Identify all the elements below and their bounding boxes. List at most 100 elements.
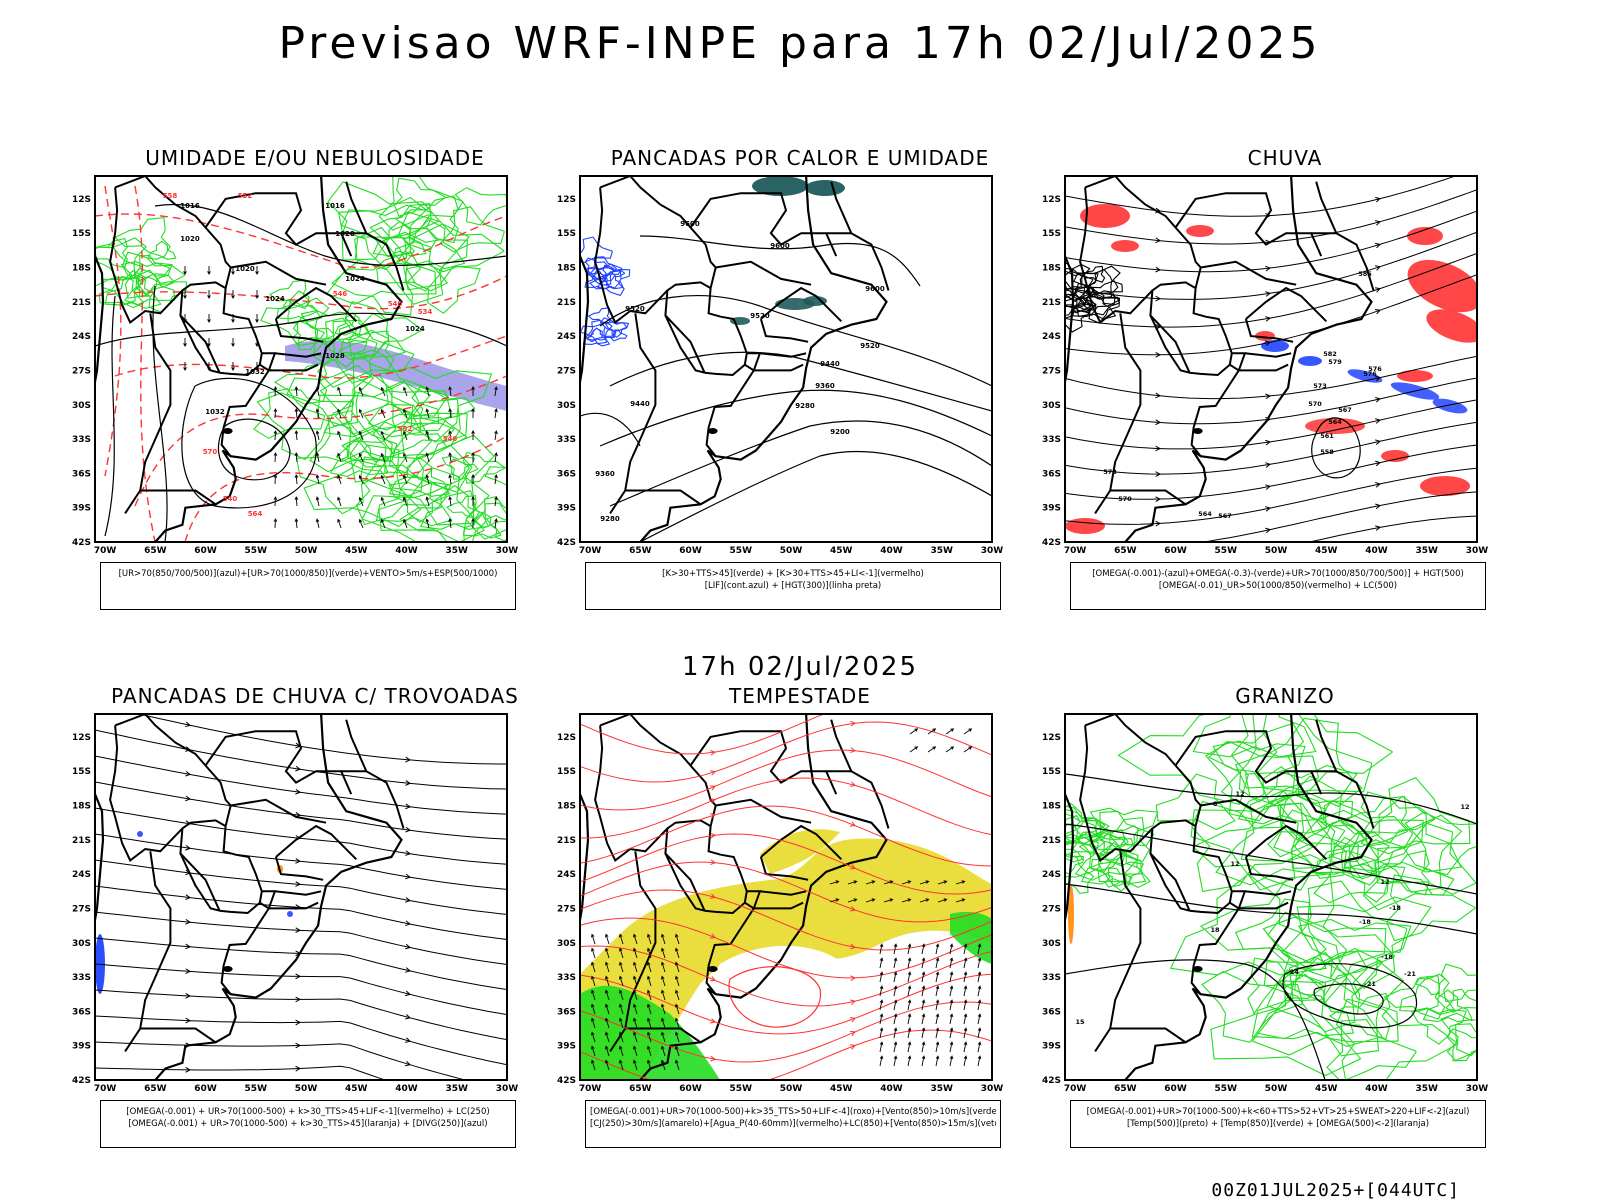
- lon-tick-label: 65W: [144, 546, 167, 556]
- lat-tick-label: 21S: [1042, 298, 1061, 308]
- omega-shade: [1298, 356, 1322, 366]
- panel-title: CHUVA: [1065, 146, 1505, 170]
- lon-tick-label: 70W: [1064, 1084, 1087, 1094]
- lon-tick-label: 60W: [194, 1084, 217, 1094]
- lon-tick-label: 60W: [1164, 1084, 1187, 1094]
- contour-label: -24: [1287, 968, 1299, 976]
- map-canvas: 9600960096009520952095209440944093609360…: [580, 176, 1020, 556]
- contour-label: 564: [1328, 418, 1342, 426]
- streamline-arrow: [1155, 545, 1160, 550]
- lon-tick-label: 70W: [579, 1084, 602, 1094]
- map-canvas: 12121212-18-18-21-24-21-181518612S15S18S…: [1065, 714, 1505, 1094]
- contour-label: 9360: [815, 382, 835, 390]
- rain-shade: [1381, 450, 1409, 462]
- contour-label: -21: [1364, 980, 1376, 988]
- contour-label: 9440: [630, 400, 650, 408]
- lon-tick-label: 35W: [446, 546, 469, 556]
- contour-label: 582: [1323, 350, 1337, 358]
- legend-line: [OMEGA(-0.001) + UR>70(1000-500) + k>30_…: [105, 1118, 511, 1130]
- lon-tick-label: 70W: [94, 1084, 117, 1094]
- contour-label: 558: [163, 192, 178, 200]
- lat-tick-label: 18S: [1042, 264, 1061, 274]
- lat-tick-label: 18S: [557, 802, 576, 812]
- contour-label: 9280: [795, 402, 815, 410]
- lon-tick-label: 30W: [496, 1084, 519, 1094]
- contour-label: 567: [1218, 512, 1232, 520]
- contour-label: 9600: [680, 220, 700, 228]
- lat-tick-label: 39S: [72, 504, 91, 514]
- lon-tick-label: 50W: [1265, 546, 1288, 556]
- lat-tick-label: 30S: [557, 939, 576, 949]
- lat-tick-label: 42S: [72, 538, 91, 548]
- legend-box: [OMEGA(-0.001)-(azul)+OMEGA(-0.3)-(verde…: [1070, 562, 1486, 610]
- contour-label: 561: [1320, 432, 1334, 440]
- streamline-arrow: [186, 1092, 190, 1097]
- legend-line: [CJ(250)>30m/s](amarelo)+[Agua_P(40-60mm…: [590, 1118, 996, 1130]
- lake: [223, 428, 233, 434]
- contour-label: 540: [223, 495, 238, 503]
- contour-label: 1016: [180, 202, 200, 210]
- legend-line: [OMEGA(-0.001)+UR>70(1000-500)+k<60+TTS>…: [1075, 1106, 1481, 1118]
- lon-tick-label: 30W: [981, 546, 1004, 556]
- lon-tick-label: 70W: [579, 546, 602, 556]
- contour-label: 1024: [265, 295, 285, 303]
- lon-tick-label: 40W: [395, 1084, 418, 1094]
- contour-label: 1016: [325, 202, 345, 210]
- contour-label: 540: [388, 300, 403, 308]
- lon-tick-label: 70W: [1064, 546, 1087, 556]
- lat-tick-label: 21S: [557, 298, 576, 308]
- lat-tick-label: 33S: [72, 973, 91, 983]
- lake: [223, 966, 233, 972]
- legend-line: [OMEGA(-0.001)-(azul)+OMEGA(-0.3)-(verde…: [1075, 568, 1481, 580]
- lon-tick-label: 65W: [1114, 1084, 1137, 1094]
- lon-tick-label: 55W: [245, 546, 268, 556]
- legend-box: [OMEGA(-0.001)+UR>70(1000-500)+k<60+TTS>…: [1070, 1100, 1486, 1148]
- contour-label: 12: [1460, 803, 1469, 811]
- contour-label: 18: [1210, 926, 1220, 934]
- lon-tick-label: 45W: [830, 1084, 853, 1094]
- lat-tick-label: 21S: [72, 298, 91, 308]
- contour-label: 570: [1118, 495, 1132, 503]
- heat-humidity-shade: [805, 180, 845, 196]
- lon-tick-label: 35W: [1416, 546, 1439, 556]
- divergence-shade: [287, 911, 293, 917]
- contour-label: 12: [1380, 878, 1389, 886]
- lat-tick-label: 36S: [72, 469, 91, 479]
- lake: [708, 428, 718, 434]
- contour-label: 1020: [335, 230, 355, 238]
- lat-tick-label: 33S: [557, 973, 576, 983]
- legend-box: [OMEGA(-0.001) + UR>70(1000-500) + k>30_…: [100, 1100, 516, 1148]
- contour-label: 585: [1358, 270, 1372, 278]
- lon-tick-label: 45W: [345, 546, 368, 556]
- omega-shade: [1261, 340, 1289, 352]
- legend-line: [OMEGA(-0.01)_UR>50(1000/850)(vermelho) …: [1075, 580, 1481, 592]
- contour-label: 9600: [770, 242, 790, 250]
- lat-tick-label: 39S: [1042, 504, 1061, 514]
- lake: [1193, 966, 1203, 972]
- lon-tick-label: 65W: [144, 1084, 167, 1094]
- contour-label: 15: [1075, 1018, 1085, 1026]
- rain-shade: [1111, 240, 1139, 252]
- lat-tick-label: 18S: [72, 264, 91, 274]
- lon-tick-label: 60W: [194, 546, 217, 556]
- lat-tick-label: 30S: [72, 401, 91, 411]
- lon-tick-label: 65W: [629, 546, 652, 556]
- contour-label: 9520: [750, 312, 770, 320]
- rain-shade: [1397, 370, 1433, 382]
- lat-tick-label: 18S: [1042, 802, 1061, 812]
- contour-label: 9200: [830, 428, 850, 436]
- contour-label: 552: [238, 192, 253, 200]
- lon-tick-label: 45W: [830, 546, 853, 556]
- lat-tick-label: 42S: [72, 1076, 91, 1086]
- lat-tick-label: 27S: [1042, 366, 1061, 376]
- contour-label: -21: [1404, 970, 1416, 978]
- lon-tick-label: 45W: [1315, 1084, 1338, 1094]
- lon-tick-label: 45W: [345, 1084, 368, 1094]
